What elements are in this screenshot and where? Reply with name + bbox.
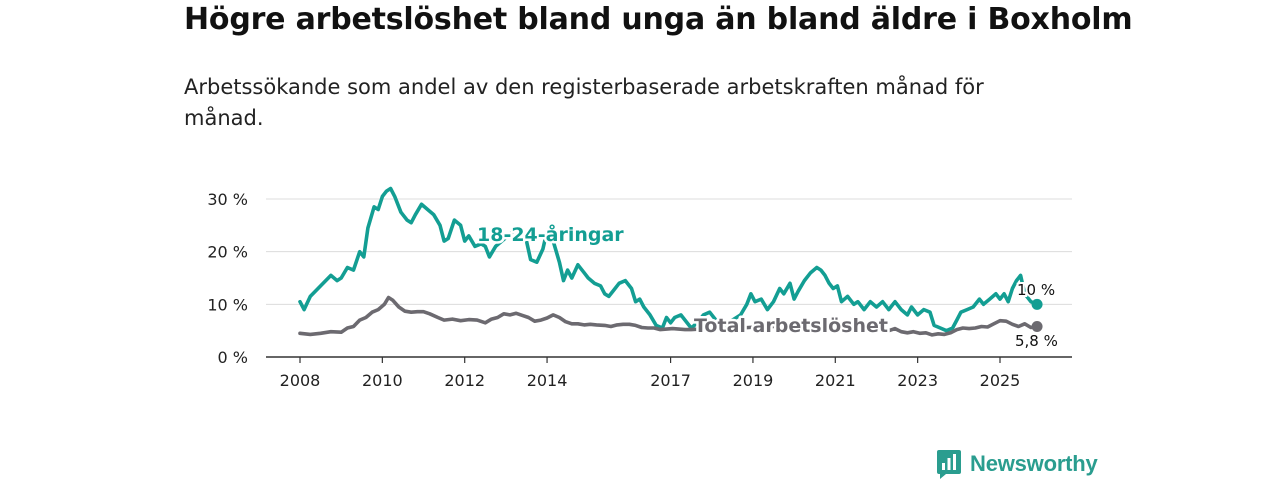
line-chart: 0 % 10 % 20 % 30 % 2008 2010 2012 2014 2017 2019 2… [207, 186, 1072, 390]
series-line-total [298, 295, 1039, 337]
chart-title: Högre arbetslöshet bland unga än bland ä… [184, 2, 1133, 37]
brand-name: Newsworthy [970, 451, 1098, 476]
end-marker-youth [1031, 298, 1043, 310]
x-tick-label: 2008 [280, 371, 321, 390]
series-labels: 18-24-åringar Total arbetslöshet 10 % 5,… [475, 220, 1060, 353]
x-tick-label: 2014 [527, 371, 568, 390]
y-tick-label: 30 % [207, 190, 248, 209]
y-tick-label: 0 % [218, 348, 248, 367]
gridlines [266, 198, 1072, 305]
x-tick-label: 2019 [733, 371, 774, 390]
newsworthy-logo-icon [937, 450, 961, 479]
series-line-youth [298, 186, 1039, 333]
x-tick-label: 2023 [897, 371, 938, 390]
series-label-total: Total arbetslöshet [694, 315, 888, 337]
x-tick-label: 2017 [650, 371, 691, 390]
end-label-youth: 10 % [1017, 281, 1055, 299]
series-lines [298, 186, 1043, 337]
x-tick-label: 2010 [362, 371, 403, 390]
axes: 0 % 10 % 20 % 30 % 2008 2010 2012 2014 2017 2019 2… [207, 190, 1072, 390]
y-tick-label: 20 % [207, 243, 248, 262]
end-label-total: 5,8 % [1015, 332, 1058, 350]
chart-subtitle: Arbetssökande som andel av den registerb… [184, 75, 984, 130]
y-tick-label: 10 % [207, 295, 248, 314]
x-tick-label: 2025 [980, 371, 1021, 390]
x-tick-label: 2012 [444, 371, 485, 390]
brand-logo: Newsworthy [936, 448, 1098, 480]
end-marker-total [1031, 320, 1043, 332]
x-tick-label: 2021 [815, 371, 856, 390]
series-label-youth: 18-24-åringar [477, 222, 624, 246]
